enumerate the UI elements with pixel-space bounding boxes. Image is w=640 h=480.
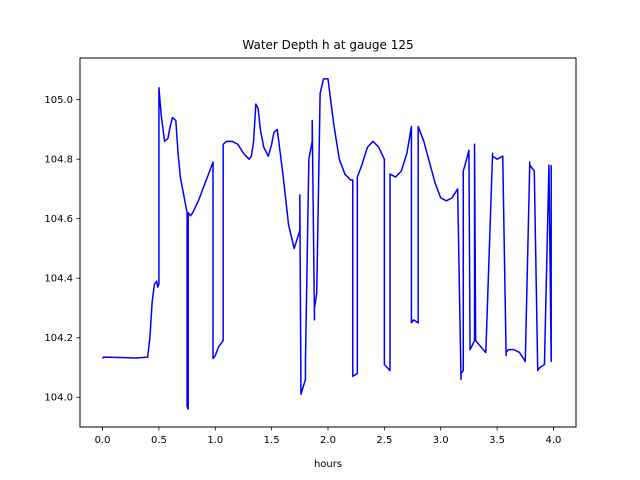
x-tick-label: 3.5 [489,435,505,446]
x-tick-label: 2.0 [320,435,336,446]
y-axis: 104.0 104.2 104.4 104.6 104.8 105.0 [44,95,80,404]
y-tick-label: 104.8 [44,155,73,166]
y-tick-label: 104.6 [44,214,73,225]
x-tick-label: 4.0 [546,435,562,446]
x-tick-label: 2.5 [376,435,392,446]
x-tick-label: 0.5 [151,435,167,446]
y-tick-label: 104.4 [44,274,73,285]
x-tick-label: 1.0 [207,435,223,446]
y-tick-label: 104.0 [44,393,73,404]
y-tick-label: 105.0 [44,95,73,106]
plot-layer [101,78,552,410]
x-axis-title: hours [314,459,342,470]
chart-title: Water Depth h at gauge 125 [242,38,413,52]
series-line-0 [101,78,552,410]
x-tick-label: 3.0 [433,435,449,446]
x-tick-label: 0.0 [95,435,111,446]
x-axis: 0.0 0.5 1.0 1.5 2.0 2.5 3.0 3.5 4.0 [95,427,562,446]
x-tick-label: 1.5 [264,435,280,446]
y-tick-label: 104.2 [44,333,73,344]
